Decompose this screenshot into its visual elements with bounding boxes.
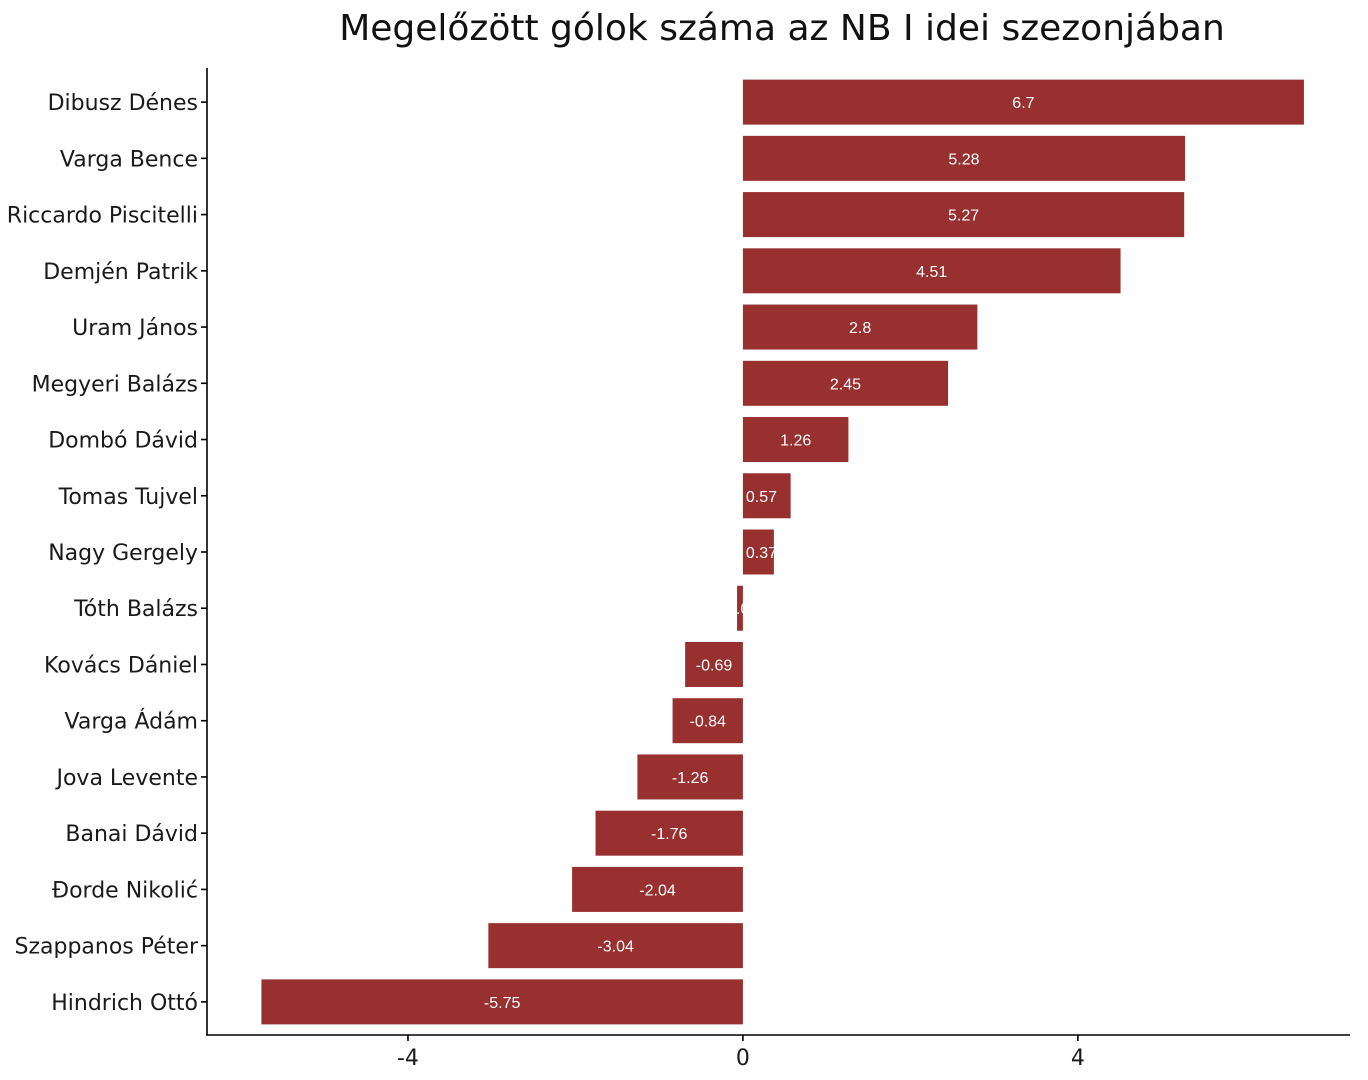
x-tick-label: 4	[1071, 1046, 1085, 1071]
bar	[742, 248, 1121, 294]
category-label: Riccardo Piscitelli	[7, 204, 198, 229]
data-label: -1.76	[651, 826, 688, 843]
bar	[742, 417, 849, 463]
category-labels: Dibusz Dénes Varga Bence Riccardo Piscitel…	[7, 91, 207, 1016]
bar	[261, 979, 743, 1025]
data-label: 0.37	[746, 545, 777, 562]
category-label: Dombó Dávid	[48, 429, 198, 454]
category-label: Tóth Balázs	[73, 597, 198, 622]
bar	[685, 641, 743, 687]
bar	[488, 923, 743, 969]
data-label: 6.7	[1012, 95, 1034, 112]
bar	[572, 866, 743, 912]
data-label: 0.57	[746, 489, 777, 506]
bars-layer: 6.7 5.28 5.27 4.51 2.8 2.45 1.26 0.57 0.37 -0.07 -…	[261, 79, 1304, 1025]
bar	[742, 360, 949, 406]
category-label: Kovács Dániel	[44, 653, 198, 678]
bar	[742, 135, 1186, 181]
data-label: -1.26	[672, 770, 709, 787]
category-label: Uram János	[72, 316, 198, 341]
x-tick-label: -4	[397, 1046, 419, 1071]
x-tick-label: 0	[736, 1046, 750, 1071]
data-label: -0.84	[690, 714, 727, 731]
category-label: Demjén Patrik	[43, 260, 198, 285]
category-label: Megyeri Balázs	[32, 372, 198, 397]
category-label: Dibusz Dénes	[48, 91, 198, 116]
bar	[742, 473, 791, 519]
bar	[742, 304, 978, 350]
category-label: Jova Levente	[54, 766, 198, 791]
x-axis: -4 0 4	[397, 1035, 1085, 1071]
data-label: 2.8	[849, 320, 871, 337]
bar	[595, 810, 743, 856]
bar	[637, 754, 743, 800]
bar	[742, 529, 774, 575]
category-label: Nagy Gergely	[48, 541, 198, 566]
chart-title: Megelőzött gólok száma az NB I idei szez…	[339, 8, 1225, 49]
data-label: 4.51	[916, 264, 947, 281]
bar	[742, 192, 1185, 238]
bar	[737, 585, 743, 631]
category-label: Đorde Nikolić	[52, 878, 198, 903]
category-label: Banai Dávid	[65, 822, 198, 847]
bar	[742, 79, 1304, 125]
data-label: -3.04	[597, 939, 634, 956]
data-label: -0.69	[696, 657, 733, 674]
data-label: 5.27	[948, 208, 979, 225]
data-label: 2.45	[830, 376, 861, 393]
category-label: Hindrich Ottó	[51, 991, 198, 1016]
data-label: 1.26	[780, 433, 811, 450]
data-label: -2.04	[639, 882, 676, 899]
data-label: -0.07	[722, 601, 759, 618]
category-label: Tomas Tujvel	[58, 485, 198, 510]
bar	[672, 698, 743, 744]
data-label: -5.75	[484, 995, 521, 1012]
data-label: 5.28	[948, 151, 979, 168]
category-label: Szappanos Péter	[15, 935, 199, 960]
category-label: Varga Ádám	[65, 709, 198, 735]
category-label: Varga Bence	[60, 147, 198, 172]
